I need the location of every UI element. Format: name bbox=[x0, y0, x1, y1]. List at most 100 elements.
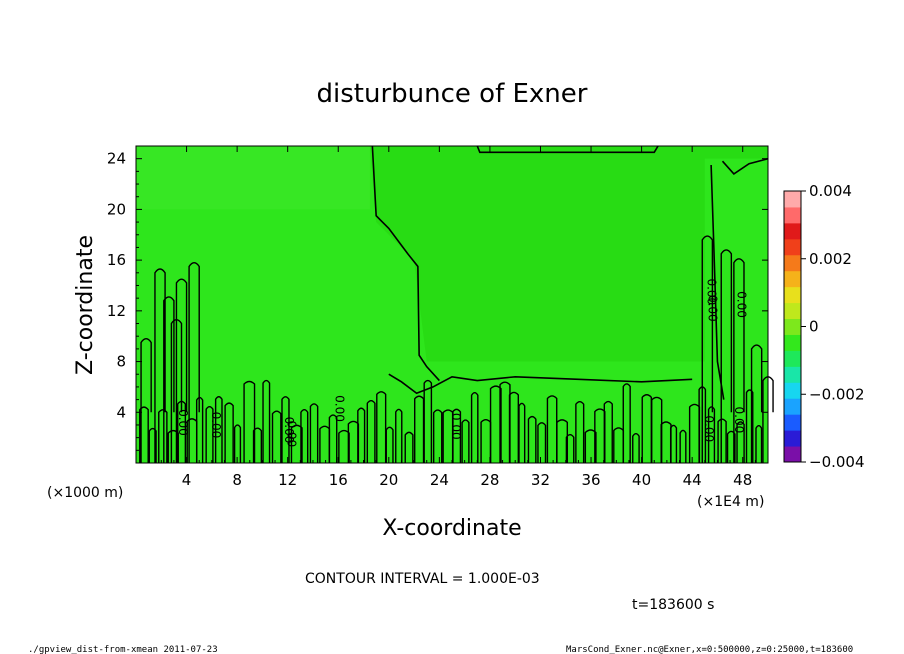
x-tick-label: 36 bbox=[581, 471, 600, 489]
contour-line bbox=[366, 400, 376, 463]
contour-line bbox=[651, 396, 663, 463]
contour-line bbox=[338, 429, 350, 463]
contour-line bbox=[170, 319, 183, 463]
contour-line bbox=[717, 418, 727, 463]
contour-label: 0.00 bbox=[333, 395, 347, 422]
contour-line bbox=[423, 379, 433, 463]
colorbar-segment bbox=[784, 318, 801, 335]
contour-label: 0.00 bbox=[735, 291, 749, 318]
colorbar-segment bbox=[784, 238, 801, 256]
x-tick-label: 20 bbox=[379, 471, 398, 489]
x-tick-label: 24 bbox=[430, 471, 449, 489]
x-tick-label: 16 bbox=[329, 471, 348, 489]
contour-line bbox=[733, 258, 745, 463]
colorbar-tick-label: 0.004 bbox=[809, 182, 852, 200]
contour-line bbox=[720, 249, 733, 463]
contour-label: 0.00 bbox=[706, 295, 720, 322]
colorbar-segment bbox=[784, 446, 801, 463]
colorbar-segment bbox=[784, 191, 801, 208]
contour-line bbox=[175, 278, 188, 463]
contour-line bbox=[660, 421, 672, 463]
contour-interval-text: CONTOUR INTERVAL = 1.000E-03 bbox=[305, 571, 540, 587]
contour-line bbox=[556, 419, 569, 463]
contour-line bbox=[701, 235, 714, 463]
contour-line bbox=[214, 396, 223, 463]
contour-line bbox=[736, 421, 745, 463]
contour-label: 0.00 bbox=[449, 413, 463, 440]
x-tick-label: 4 bbox=[182, 471, 192, 489]
contour-label: 0.00 bbox=[702, 415, 716, 442]
contour-line bbox=[385, 426, 394, 463]
contour-line bbox=[461, 419, 470, 463]
contour-line bbox=[679, 429, 687, 463]
colorbar-tick-label: −0.004 bbox=[809, 453, 865, 471]
contour-line bbox=[546, 395, 558, 463]
contour-line bbox=[404, 431, 414, 463]
contour-line bbox=[707, 406, 716, 463]
footer-right: MarsCond_Exner.nc@Exner,x=0:500000,z=0:2… bbox=[566, 645, 853, 654]
colorbar-segment bbox=[784, 254, 801, 272]
colorbar-segment bbox=[784, 398, 801, 415]
y-tick-label: 8 bbox=[116, 353, 126, 371]
contour-label: 0.00 bbox=[209, 412, 223, 439]
contour-line bbox=[309, 403, 319, 463]
surface-contours bbox=[139, 235, 774, 463]
contour-line bbox=[154, 268, 166, 463]
contour-line bbox=[499, 381, 511, 463]
contour-line bbox=[726, 430, 736, 463]
y-tick-label: 16 bbox=[107, 251, 126, 269]
contour-line bbox=[527, 415, 537, 463]
x-tick-label: 32 bbox=[531, 471, 550, 489]
contour-line bbox=[158, 409, 168, 463]
contour-line bbox=[188, 261, 200, 463]
colorbar-tick-label: −0.002 bbox=[809, 385, 865, 403]
colorbar-segment bbox=[784, 286, 801, 304]
contour-line bbox=[537, 422, 547, 463]
contour-line bbox=[622, 383, 631, 463]
contour-label: 0.00 bbox=[285, 420, 299, 447]
contour-lines bbox=[371, 145, 769, 400]
contour-line bbox=[432, 409, 443, 463]
colorbar-segment bbox=[784, 302, 801, 320]
contour-line bbox=[755, 425, 763, 463]
contour-line bbox=[224, 402, 234, 463]
contour-label: 0.00 bbox=[176, 409, 190, 436]
plot-area: 0.00 0.00 0.000.000.000.00 0.000.00 0.000.00… bbox=[135, 145, 774, 464]
colorbar-segment bbox=[784, 270, 801, 288]
colorbar-segment bbox=[784, 334, 801, 351]
contour-line bbox=[489, 385, 502, 463]
x-tick-label: 48 bbox=[733, 471, 752, 489]
contour-line bbox=[233, 424, 242, 463]
contour-line bbox=[140, 338, 152, 463]
contour-line bbox=[470, 392, 479, 463]
colorbar-segment bbox=[784, 206, 801, 224]
y-tick-label: 12 bbox=[107, 302, 126, 320]
contour-line bbox=[575, 400, 585, 463]
y-axis-title: Z-coordinate bbox=[73, 235, 98, 375]
field-region bbox=[369, 146, 768, 362]
x-scale-label: (×1E4 m) bbox=[697, 494, 764, 510]
contour-line bbox=[271, 410, 282, 463]
contour-line bbox=[451, 408, 462, 463]
contour-label: 0.00 bbox=[282, 417, 296, 444]
contour-line bbox=[669, 424, 678, 463]
contour-line bbox=[508, 391, 520, 463]
colorbar: 0.004 0.002 0 −0.002 −0.004 bbox=[783, 182, 865, 471]
contour-line bbox=[300, 408, 309, 463]
chart-title: disturbunce of Exner bbox=[317, 79, 588, 109]
x-tick-label: 28 bbox=[480, 471, 499, 489]
contour-label: 0.00 bbox=[732, 407, 746, 434]
contour-line bbox=[476, 145, 659, 154]
contour-line bbox=[139, 406, 149, 463]
colorbar-tick-label: 0.002 bbox=[809, 250, 852, 268]
time-text: t=183600 s bbox=[632, 597, 714, 613]
contour-line bbox=[371, 145, 440, 382]
colorbar-tick-label: 0 bbox=[809, 318, 819, 336]
contour-label: 0.00 bbox=[704, 278, 718, 305]
colorbar-segment bbox=[784, 382, 801, 399]
x-unit-label: (×1000 m) bbox=[47, 485, 123, 501]
contour-line bbox=[281, 396, 290, 463]
contour-line bbox=[721, 157, 769, 175]
contour-line bbox=[252, 427, 263, 463]
